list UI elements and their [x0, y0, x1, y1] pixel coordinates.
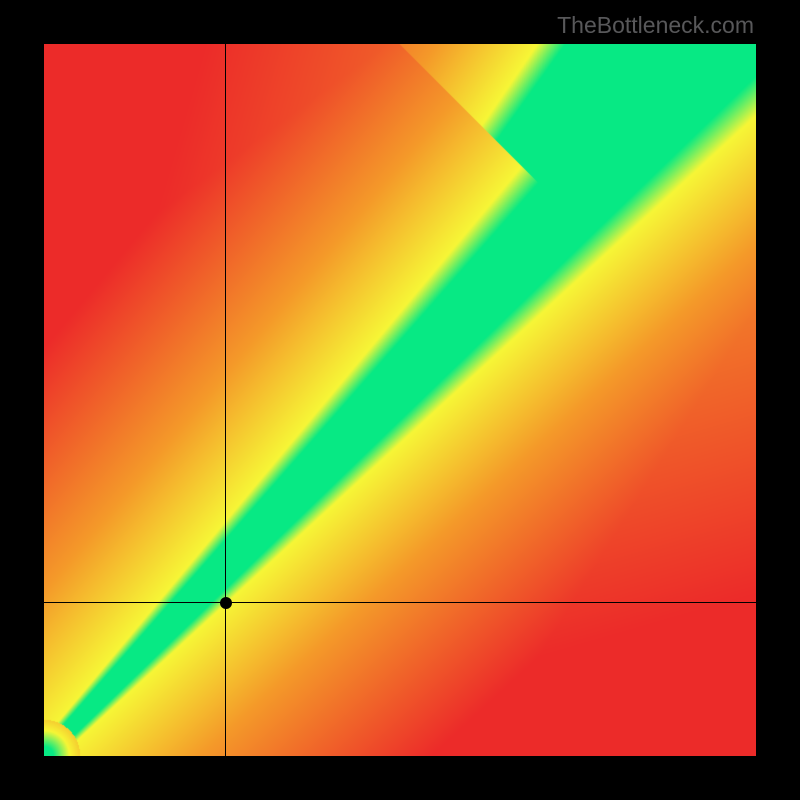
- crosshair-vertical: [225, 44, 226, 756]
- crosshair-horizontal: [44, 602, 756, 603]
- heatmap-plot: [44, 44, 756, 756]
- chart-frame: TheBottleneck.com: [0, 0, 800, 800]
- heatmap-canvas: [44, 44, 756, 756]
- data-point-marker: [220, 597, 232, 609]
- watermark-text: TheBottleneck.com: [557, 12, 754, 39]
